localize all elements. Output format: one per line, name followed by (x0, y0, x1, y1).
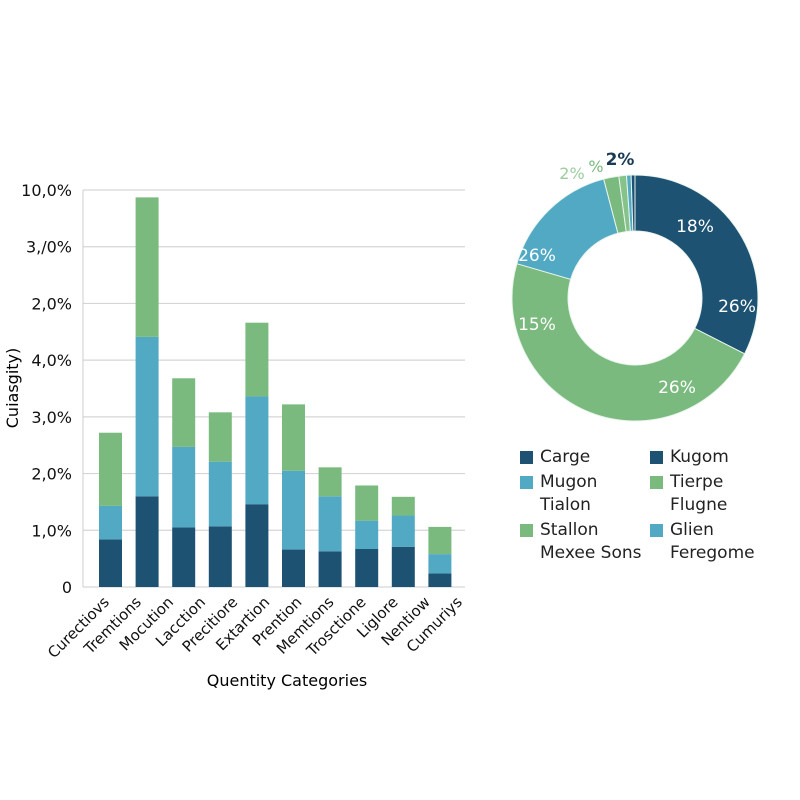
legend-swatch (520, 524, 533, 537)
legend-item: Mugon Tialon (520, 471, 650, 517)
slice-label: 26% (658, 378, 696, 398)
bar-segment (391, 515, 415, 547)
x-axis-title: Quentity Categories (207, 671, 368, 690)
bar-segment (99, 539, 122, 587)
legend-label: Tierpe Flugne (670, 472, 728, 515)
y-tick-label: 0 (62, 578, 72, 597)
bar-segment (428, 573, 452, 587)
slice-label: 2% (606, 150, 635, 170)
bar-segment (245, 396, 269, 505)
y-tick-label: 3,/0% (26, 238, 72, 257)
legend-item: Glien Feregome (650, 519, 780, 565)
bar-segment (282, 549, 305, 587)
slice-label: 18% (676, 217, 714, 237)
bar-segment (391, 496, 415, 516)
bar-segment (391, 546, 415, 587)
bar-segment (318, 551, 342, 587)
slice-label: 26% (718, 297, 756, 317)
legend-swatch (650, 476, 663, 489)
y-tick-label: 4,0% (31, 351, 72, 370)
legend-label: Kugom (670, 447, 729, 467)
bar-segment (355, 520, 379, 550)
bar-segment (99, 432, 122, 506)
legend-swatch (650, 524, 663, 537)
legend-item: Stallon Mexee Sons (520, 519, 650, 565)
bar-segment (135, 197, 159, 337)
bar-segment (172, 527, 196, 587)
bar-segment (135, 336, 159, 497)
legend-swatch (650, 451, 663, 464)
bar-segment (355, 549, 379, 587)
bar-segment (99, 505, 122, 540)
bar-segment (355, 485, 379, 521)
bar-segment (208, 461, 232, 527)
y-tick-label: 10,0% (21, 181, 72, 200)
y-axis-title: Cuiasgity) (3, 348, 22, 428)
bar-segment (172, 378, 196, 447)
legend-label: Glien Feregome (670, 520, 755, 563)
bar-segment (245, 504, 269, 587)
legend-label: Stallon Mexee Sons (540, 520, 642, 563)
legend-item: Kugom (650, 446, 780, 469)
pie-legend: Carge Kugom Mugon Tialon Tierpe Flugne Stall… (520, 446, 780, 565)
bar-segment (208, 412, 232, 462)
legend-item: Carge (520, 446, 650, 469)
slice-label: 2% (559, 164, 584, 183)
slice-label: % (588, 157, 603, 176)
legend-swatch (520, 451, 533, 464)
donut-slice (634, 174, 759, 355)
legend-item: Tierpe Flugne (650, 471, 780, 517)
bar-segment (282, 404, 305, 471)
donut-slice (630, 174, 636, 232)
bar-segment (428, 554, 452, 574)
donut-slice (511, 263, 746, 422)
bar-segment (245, 322, 269, 397)
legend-swatch (520, 476, 533, 489)
bar-segment (282, 470, 305, 550)
y-tick-label: 2,0% (31, 465, 72, 484)
bar-segment (172, 446, 196, 528)
bar-segment (208, 526, 232, 587)
bar-segment (318, 467, 342, 497)
bar-segment (428, 526, 452, 555)
bar-segment (135, 496, 159, 587)
slice-label: 15% (518, 315, 556, 335)
legend-label: Mugon Tialon (540, 472, 598, 515)
y-tick-label: 3,0% (31, 408, 72, 427)
bar-segment (318, 496, 342, 552)
y-tick-label: 1,0% (31, 521, 72, 540)
slice-label: 26% (518, 246, 556, 266)
legend-label: Carge (540, 447, 591, 467)
y-tick-label: 2,0% (31, 294, 72, 313)
